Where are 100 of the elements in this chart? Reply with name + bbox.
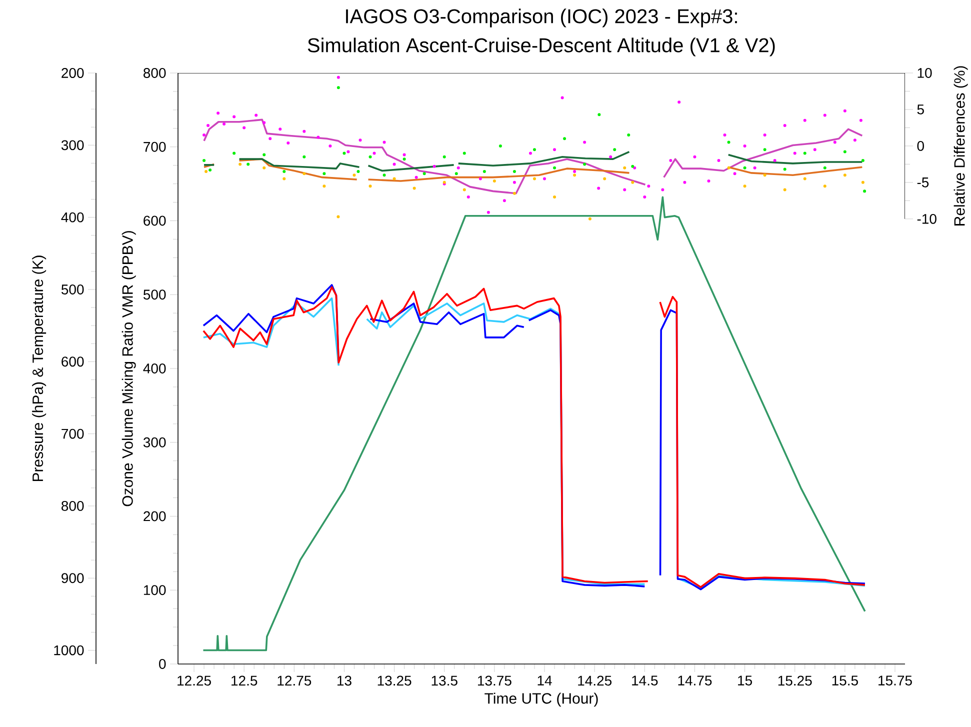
point <box>282 170 286 173</box>
point <box>863 190 866 193</box>
point <box>623 166 626 170</box>
point <box>422 172 426 176</box>
point <box>454 172 458 176</box>
point <box>598 113 601 116</box>
point <box>382 174 386 177</box>
point <box>322 172 326 176</box>
point <box>823 166 826 170</box>
y-tick-label: 300 <box>143 437 166 448</box>
point <box>462 188 466 192</box>
x-tick-label: 13.75 <box>478 676 512 686</box>
y-axis-title: Ozone Volume Mixing Ratio VMR (PPBV) <box>122 231 136 506</box>
y-tick-label: 600 <box>144 216 166 226</box>
y2-tick-label: 5 <box>917 104 924 114</box>
point <box>553 196 556 199</box>
x-tick-label: 15.75 <box>878 676 912 686</box>
y3-tick-label: 600 <box>62 356 84 367</box>
point <box>861 159 864 162</box>
y-tick-label: 400 <box>143 364 166 374</box>
point <box>532 148 536 152</box>
point <box>262 166 266 170</box>
y3-tick-label: 500 <box>61 284 84 294</box>
y-tick-label: 100 <box>144 585 166 596</box>
y3-axis-title: Pressure (hPa) & Temperature (K) <box>32 256 46 482</box>
point <box>803 152 806 155</box>
point <box>302 172 306 176</box>
y2-tick-label: -5 <box>917 178 929 188</box>
point <box>462 152 466 155</box>
point <box>352 174 356 177</box>
point <box>412 186 416 190</box>
y3-tick-label: 1000 <box>54 645 84 656</box>
x-axis-title: Time UTC (Hour) <box>484 692 598 707</box>
x-tick-label: 14 <box>538 676 552 686</box>
point <box>482 170 486 173</box>
point <box>783 168 786 171</box>
point <box>583 162 586 166</box>
point <box>727 166 730 170</box>
point <box>204 170 208 173</box>
point <box>208 168 212 172</box>
point <box>402 158 406 161</box>
chart-title: IAGOS O3-Comparison (IOC) 2023 - Exp#3: <box>346 8 737 28</box>
x-tick-label: 13.5 <box>432 676 458 686</box>
x-tick-label: 13.25 <box>378 676 412 686</box>
point <box>843 150 846 154</box>
y3-tick-label: 700 <box>62 428 84 439</box>
point <box>512 170 516 173</box>
y-tick-label: 0 <box>159 659 166 669</box>
point <box>532 177 536 180</box>
point <box>392 177 396 180</box>
x-tick-label: 14.25 <box>578 676 612 686</box>
x-tick-label: 14.5 <box>632 676 658 686</box>
point <box>627 134 630 137</box>
point <box>322 184 326 188</box>
y2-tick-label: -10 <box>917 214 936 224</box>
point <box>631 180 634 184</box>
y3-tick-label: 900 <box>62 573 84 584</box>
point <box>763 174 766 177</box>
point <box>238 162 242 166</box>
point <box>613 148 616 152</box>
x-tick-label: 12.75 <box>278 676 312 686</box>
point <box>843 174 846 177</box>
point <box>356 170 360 173</box>
point <box>368 184 372 188</box>
point <box>498 144 502 148</box>
x-tick-label: 14.75 <box>678 676 712 686</box>
x-tick-label: 12.25 <box>178 676 211 686</box>
point <box>512 192 516 195</box>
point <box>442 155 446 158</box>
point <box>492 179 496 182</box>
line-series <box>202 196 866 652</box>
x-tick-label: 15.5 <box>832 676 858 686</box>
point <box>743 184 746 188</box>
x-tick-label: 13 <box>338 676 352 686</box>
y3-tick-label: 200 <box>62 68 84 78</box>
point <box>336 86 340 90</box>
x-tick-label: 15.25 <box>778 676 812 686</box>
point <box>861 180 864 184</box>
point <box>302 155 306 158</box>
point <box>232 152 236 155</box>
point <box>202 159 206 162</box>
y-tick-label: 500 <box>143 290 166 300</box>
point <box>336 215 340 218</box>
chart-subtitle: Simulation Ascent-Cruise-Descent Altitude (V1 & V2) <box>308 38 775 56</box>
point <box>588 217 592 220</box>
y2-axis-title: Relative Differences (%) <box>954 66 968 226</box>
y-tick-label: 700 <box>144 142 166 152</box>
y3-tick-label: 300 <box>61 140 84 150</box>
point <box>246 162 250 166</box>
x-tick-label: 12.5 <box>232 676 258 686</box>
y3-tick-label: 800 <box>62 500 84 511</box>
point <box>262 153 266 156</box>
point <box>553 166 556 170</box>
point <box>743 166 746 170</box>
point <box>763 148 766 152</box>
point <box>573 174 576 177</box>
point <box>783 188 786 192</box>
y-tick-label: 800 <box>144 68 166 78</box>
x-tick-label: 15 <box>738 676 752 686</box>
point <box>563 137 566 140</box>
